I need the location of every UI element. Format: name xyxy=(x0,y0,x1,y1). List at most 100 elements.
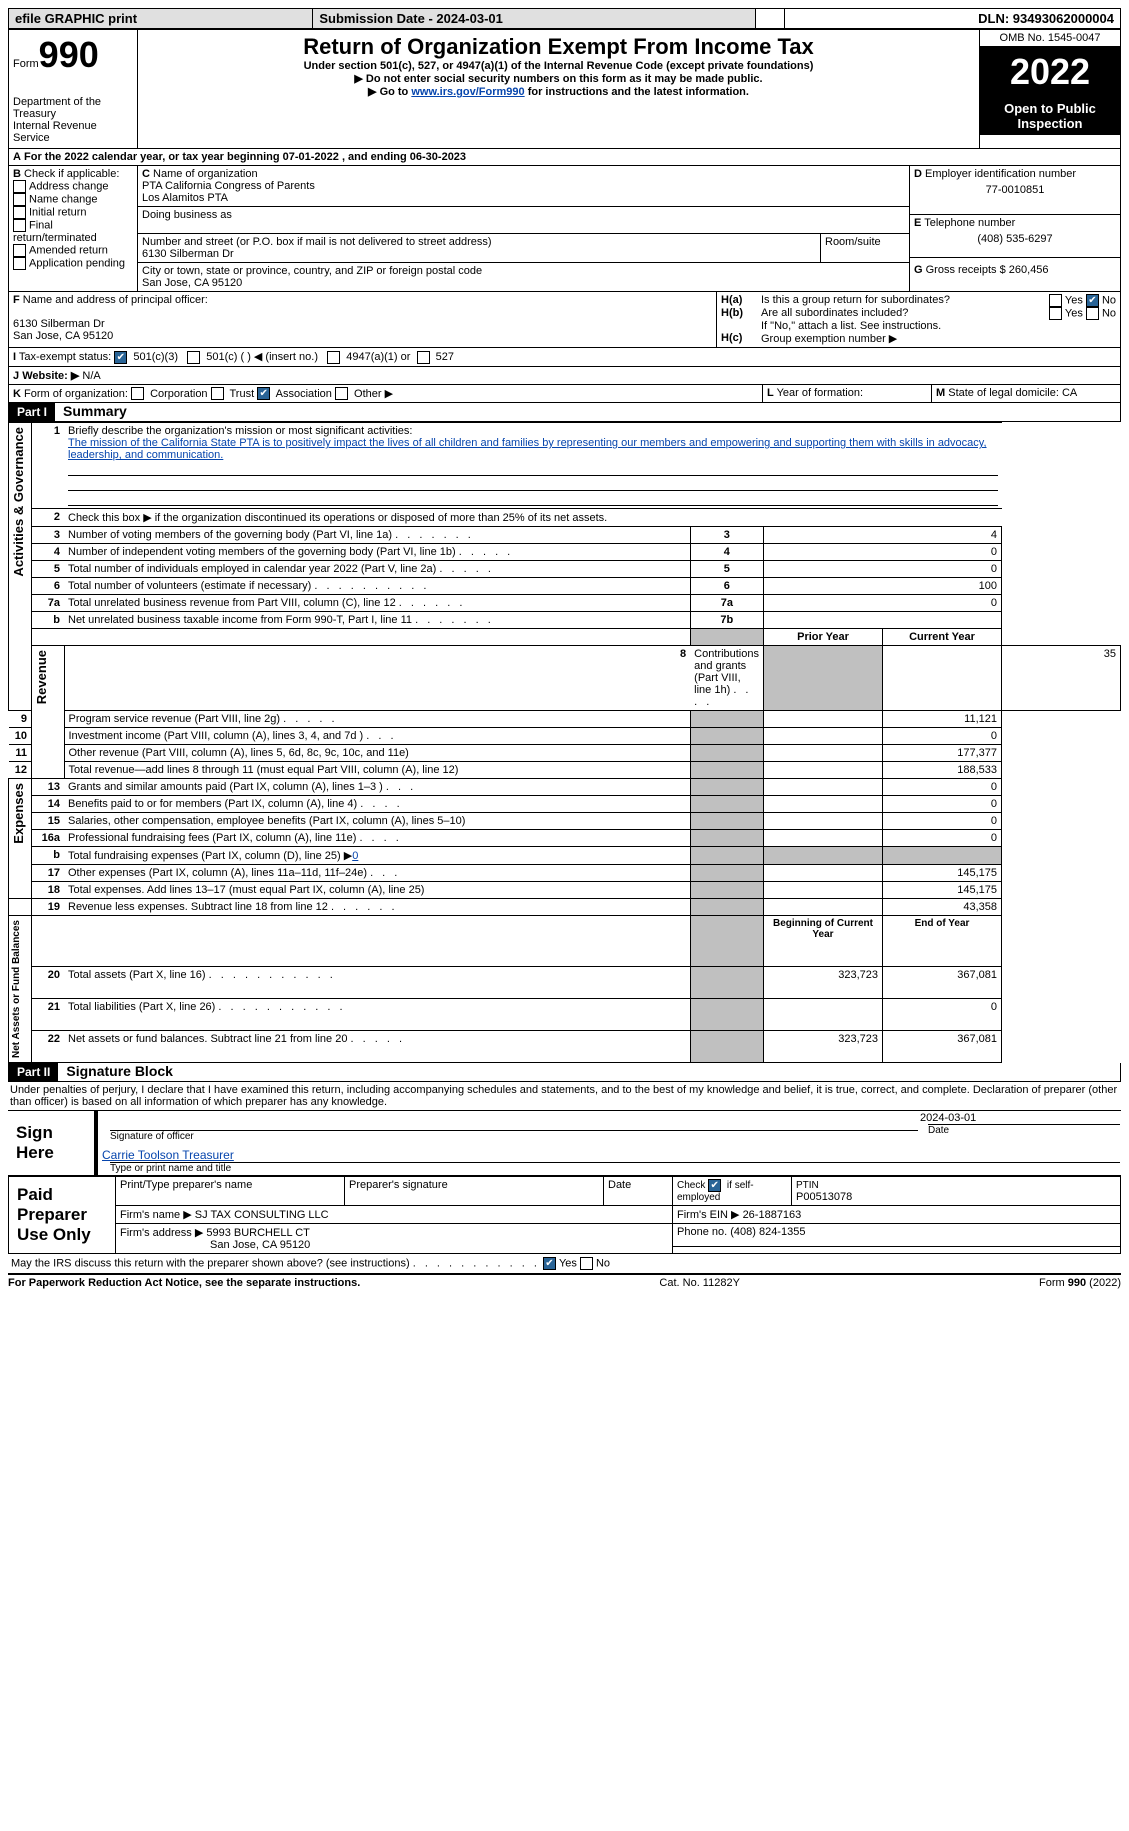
r19-p xyxy=(764,899,883,916)
efile-btn[interactable]: efile GRAPHIC print xyxy=(9,9,313,29)
part2-title: Signature Block xyxy=(58,1061,181,1081)
r16a-c: 0 xyxy=(883,830,1002,847)
l-label: Year of formation: xyxy=(777,387,863,399)
d-label: Employer identification number xyxy=(925,168,1076,180)
perjury-text: Under penalties of perjury, I declare th… xyxy=(8,1082,1121,1111)
ein-val: 77-0010851 xyxy=(914,180,1116,196)
subtitle-2: ▶ Do not enter social security numbers o… xyxy=(142,72,975,85)
cb-initial[interactable]: Initial return xyxy=(29,206,86,218)
street-val: 6130 Silberman Dr xyxy=(142,248,234,260)
officer-name[interactable]: Carrie Toolson Treasurer xyxy=(102,1148,234,1162)
part1-bar: Part I xyxy=(9,403,55,421)
vlabel-rev: Revenue xyxy=(32,646,51,708)
vlabel-exp: Expenses xyxy=(9,779,28,848)
k-assoc[interactable]: Association xyxy=(276,388,332,400)
r13-t: Grants and similar amounts paid (Part IX… xyxy=(68,781,383,793)
street-label: Number and street (or P.O. box if mail i… xyxy=(142,236,492,248)
r9-t: Program service revenue (Part VIII, line… xyxy=(69,713,281,725)
r10-c: 0 xyxy=(883,728,1002,745)
hb-label: Are all subordinates included? xyxy=(761,307,1049,320)
paid-label: Paid Preparer Use Only xyxy=(9,1177,116,1254)
ptin-val: P00513078 xyxy=(796,1191,852,1203)
r20-c: 367,081 xyxy=(883,967,1002,999)
r10-p xyxy=(764,728,883,745)
prior-year-hdr: Prior Year xyxy=(764,629,883,646)
goto-prefix: ▶ Go to xyxy=(368,86,411,98)
ha-no[interactable]: No xyxy=(1102,294,1116,306)
k-other[interactable]: Other ▶ xyxy=(354,388,393,400)
r15-p xyxy=(764,813,883,830)
summary-table: Activities & Governance 1Briefly describ… xyxy=(8,422,1121,1063)
h-note: If "No," attach a list. See instructions… xyxy=(721,320,1116,332)
form-990: 990 xyxy=(39,34,99,75)
form-label: Form xyxy=(13,58,39,70)
r4-v: 0 xyxy=(764,544,1002,561)
cb-amended[interactable]: Amended return xyxy=(29,244,108,256)
officer-addr2: San Jose, CA 95120 xyxy=(13,330,113,342)
r21-p xyxy=(764,999,883,1031)
dept-treasury: Department of the Treasury xyxy=(13,96,133,120)
mission-text[interactable]: The mission of the California State PTA … xyxy=(68,437,987,461)
r7b-v xyxy=(764,612,1002,629)
org-name-2: Los Alamitos PTA xyxy=(142,192,228,204)
vlabel-na: Net Assets or Fund Balances xyxy=(9,916,24,1062)
i-527[interactable]: 527 xyxy=(436,351,454,363)
firm-city: San Jose, CA 95120 xyxy=(120,1239,310,1251)
r9-c: 11,121 xyxy=(883,711,1002,728)
firm-name-label: Firm's name ▶ xyxy=(120,1209,192,1221)
tax-year: 2022 xyxy=(980,47,1120,97)
r16a-t: Professional fundraising fees (Part IX, … xyxy=(68,832,356,844)
k-corp[interactable]: Corporation xyxy=(150,388,207,400)
section-bc: B Check if applicable: Address change Na… xyxy=(8,166,1121,292)
r17-t: Other expenses (Part IX, column (A), lin… xyxy=(68,867,367,879)
b-label: Check if applicable: xyxy=(24,168,119,180)
hb-no[interactable]: No xyxy=(1102,307,1116,319)
may-no[interactable]: No xyxy=(596,1258,610,1270)
e-label: Telephone number xyxy=(924,217,1015,229)
f-label: Name and address of principal officer: xyxy=(23,294,208,306)
r15-t: Salaries, other compensation, employee b… xyxy=(64,813,690,830)
r16b-v[interactable]: 0 xyxy=(352,850,358,862)
r8-p xyxy=(883,646,1002,711)
i-501c[interactable]: 501(c) ( ) ◀ (insert no.) xyxy=(206,351,318,363)
r18-t: Total expenses. Add lines 13–17 (must eq… xyxy=(64,882,690,899)
r19-c: 43,358 xyxy=(883,899,1002,916)
r18-c: 145,175 xyxy=(883,882,1002,899)
dba-label: Doing business as xyxy=(138,207,909,234)
officer-addr1: 6130 Silberman Dr xyxy=(13,318,105,330)
omb-number: OMB No. 1545-0047 xyxy=(980,30,1120,47)
r11-t: Other revenue (Part VIII, column (A), li… xyxy=(64,745,690,762)
part2-bar: Part II xyxy=(9,1063,58,1081)
i-501c3[interactable]: 501(c)(3) xyxy=(133,351,178,363)
sig-date-label: Date xyxy=(928,1124,1120,1136)
hb-yes[interactable]: Yes xyxy=(1065,307,1083,319)
sign-here-label: Sign Here xyxy=(8,1111,96,1176)
k-trust[interactable]: Trust xyxy=(229,388,254,400)
ha-yes[interactable]: Yes xyxy=(1065,294,1083,306)
irs-link[interactable]: www.irs.gov/Form990 xyxy=(411,86,524,98)
i-label: Tax-exempt status: xyxy=(19,351,111,363)
r6-v: 100 xyxy=(764,578,1002,595)
firm-name-val: SJ TAX CONSULTING LLC xyxy=(195,1209,329,1221)
goto-suffix: for instructions and the latest informat… xyxy=(525,86,749,98)
prep-sig-label: Preparer's signature xyxy=(349,1179,448,1191)
cb-address[interactable]: Address change xyxy=(29,180,109,192)
i-4947[interactable]: 4947(a)(1) or xyxy=(346,351,410,363)
r21-c: 0 xyxy=(883,999,1002,1031)
r4-t: Number of independent voting members of … xyxy=(68,546,456,558)
m-label: State of legal domicile: CA xyxy=(948,387,1077,399)
r11-p xyxy=(764,745,883,762)
r5-v: 0 xyxy=(764,561,1002,578)
cb-pending[interactable]: Application pending xyxy=(29,257,125,269)
section-fh: F Name and address of principal officer:… xyxy=(8,292,1121,348)
r6-t: Total number of volunteers (estimate if … xyxy=(68,580,311,592)
r15-c: 0 xyxy=(883,813,1002,830)
r14-c: 0 xyxy=(883,796,1002,813)
firm-ein-val: 26-1887163 xyxy=(743,1209,802,1221)
may-yes[interactable]: Yes xyxy=(559,1258,577,1270)
ha-label: Is this a group return for subordinates? xyxy=(761,294,1049,307)
website-val: N/A xyxy=(82,370,100,382)
k-label: Form of organization: xyxy=(24,388,128,400)
cb-name[interactable]: Name change xyxy=(29,193,98,205)
r22-c: 367,081 xyxy=(883,1031,1002,1063)
